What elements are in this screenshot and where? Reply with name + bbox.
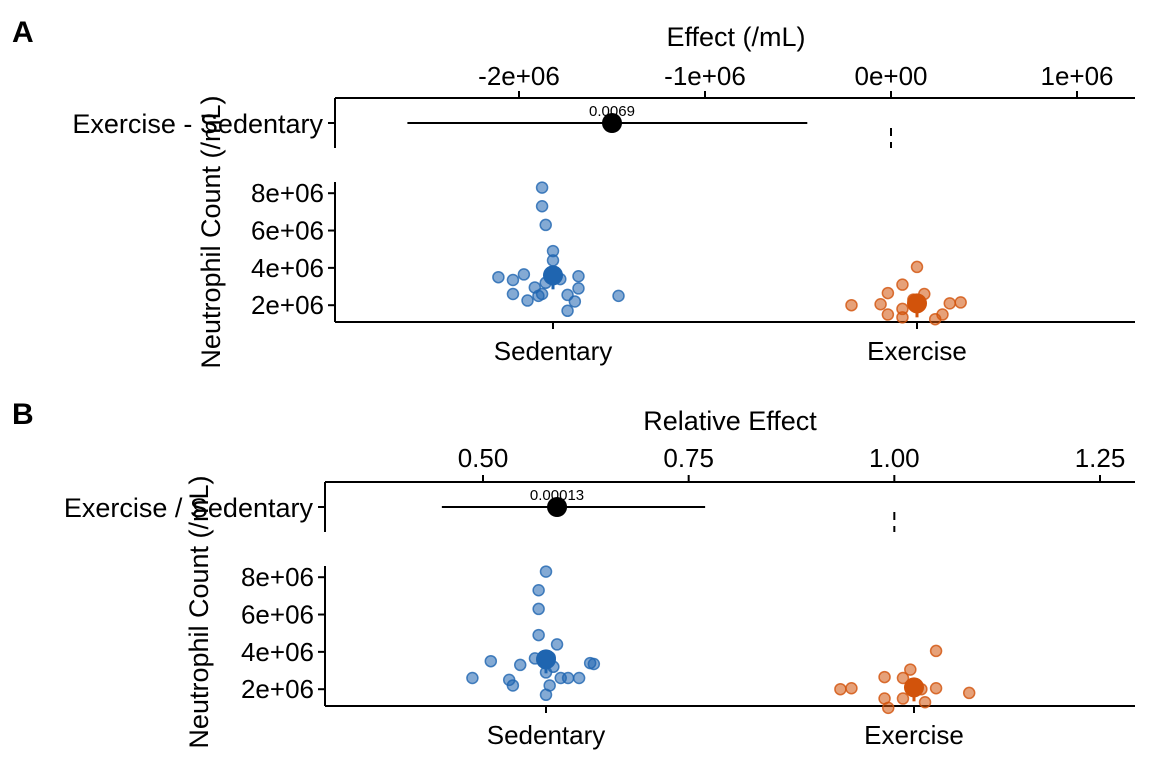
data-point: [845, 298, 858, 312]
p-value-annotation: 0.00013: [530, 487, 584, 504]
data-point: [506, 287, 520, 301]
data-point: [466, 671, 479, 685]
group-label: Sedentary: [487, 720, 606, 750]
data-point: [881, 308, 895, 321]
data-point: [539, 565, 553, 578]
effect-axis-title: Relative Effect: [643, 406, 817, 436]
effect-tick-label: 0.75: [663, 443, 714, 473]
data-point: [546, 254, 560, 267]
data-point: [484, 654, 498, 668]
data-point: [929, 682, 943, 695]
group-label: Exercise: [864, 720, 964, 750]
data-point: [936, 308, 949, 321]
data-point: [896, 278, 909, 291]
data-point: [954, 296, 967, 309]
data-point: [845, 682, 858, 695]
data-point: [506, 679, 520, 692]
data-point: [521, 294, 534, 307]
data-point: [896, 692, 910, 705]
y-tick-label: 8e+06: [251, 178, 324, 208]
group-mean-point: [904, 677, 924, 698]
data-point: [517, 268, 531, 281]
group-label: Sedentary: [494, 336, 613, 366]
data-point: [834, 682, 847, 696]
effect-tick-label: -1e+06: [664, 61, 746, 91]
effect-tick-label: -2e+06: [478, 61, 560, 91]
data-point: [539, 688, 553, 702]
data-point: [561, 304, 574, 318]
data-point: [587, 657, 601, 671]
effect-tick-label: 0e+00: [854, 61, 927, 91]
data-point: [506, 273, 520, 287]
group-mean-point: [543, 265, 563, 286]
group-mean-point: [907, 293, 927, 314]
data-point: [513, 658, 527, 672]
panel-b: B Relative Effect 0.50 0.75 1.00 1.25 Exercise…: [12, 398, 1135, 750]
data-point: [881, 286, 895, 300]
data-point: [572, 282, 585, 295]
data-point: [878, 670, 891, 684]
effect-tick-label: 1.00: [869, 443, 920, 473]
y-tick-label: 2e+06: [241, 674, 314, 704]
data-point: [612, 289, 625, 303]
data-point: [550, 638, 564, 651]
data-point: [561, 671, 575, 685]
effect-tick-label: 0.50: [458, 443, 509, 473]
data-point: [535, 287, 549, 301]
data-point: [539, 218, 552, 232]
effect-tick-label: 1.25: [1075, 443, 1126, 473]
y-tick-label: 4e+06: [251, 253, 324, 283]
group-mean-point: [536, 649, 556, 670]
contrast-estimate-point: [602, 113, 622, 133]
panel-a: A Effect (/mL) -2e+06 -1e+06 0e+00 1e+06 Exerc…: [12, 16, 1135, 369]
data-point: [572, 270, 585, 283]
data-point: [532, 602, 545, 616]
y-tick-label: 8e+06: [241, 562, 314, 592]
panel-label: B: [12, 398, 34, 431]
data-point: [532, 628, 545, 642]
data-point: [896, 671, 910, 685]
group-label: Exercise: [867, 336, 967, 366]
data-point: [962, 686, 976, 700]
contrast-label: Exercise / Sedentary: [64, 493, 314, 523]
y-tick-label: 6e+06: [251, 216, 324, 246]
data-point: [572, 671, 586, 685]
panel-label: A: [12, 16, 34, 49]
effect-axis-title: Effect (/mL): [666, 22, 805, 52]
effect-tick-label: 1e+06: [1040, 61, 1113, 91]
p-value-annotation: 0.0069: [589, 103, 635, 120]
y-tick-label: 2e+06: [251, 290, 324, 320]
y-axis-title: Neutrophil Count (/mL): [184, 475, 214, 748]
data-point: [929, 644, 943, 658]
data-point: [535, 200, 549, 213]
data-point: [910, 260, 924, 274]
data-point: [904, 663, 917, 676]
y-tick-label: 6e+06: [241, 600, 314, 630]
data-point: [874, 298, 887, 311]
data-point: [881, 701, 895, 715]
data-point: [492, 270, 505, 284]
y-axis-title: Neutrophil Count (/mL): [196, 95, 226, 368]
data-point: [918, 696, 932, 709]
data-point: [896, 311, 909, 324]
data-point: [532, 584, 545, 597]
contrast-label: Exercise - Sedentary: [72, 109, 323, 139]
y-tick-label: 4e+06: [241, 637, 314, 667]
data-point: [568, 295, 582, 308]
contrast-estimate-point: [547, 497, 568, 517]
data-point: [943, 297, 957, 310]
data-point: [535, 181, 549, 194]
